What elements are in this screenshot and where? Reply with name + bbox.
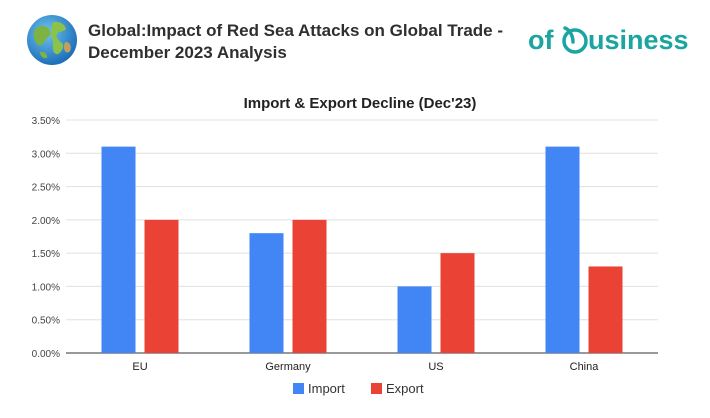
x-tick-label: China: [570, 361, 600, 373]
legend-label-export: Export: [386, 381, 424, 396]
bar-chart: Import & Export Decline (Dec'23) 0.00% 0.…: [32, 95, 658, 396]
bar-import-us: [397, 286, 432, 353]
title-line-2: December 2023 Analysis: [88, 43, 287, 62]
y-tick-label: 3.50%: [32, 116, 60, 127]
globe-icon: [27, 15, 77, 65]
y-tick-label: 1.50%: [32, 249, 60, 260]
y-tick-label: 0.50%: [32, 316, 60, 327]
bar-import-eu: [101, 146, 136, 353]
bar-export-germany: [292, 219, 327, 353]
legend-label-import: Import: [308, 381, 345, 396]
x-tick-label: Germany: [265, 361, 311, 373]
y-tick-label: 2.00%: [32, 216, 60, 227]
company-logo: of usiness: [528, 25, 688, 55]
y-tick-label: 2.50%: [32, 183, 60, 194]
y-tick-label: 1.00%: [32, 282, 60, 293]
header: Global:Impact of Red Sea Attacks on Glob…: [0, 0, 710, 80]
y-tick-label: 0.00%: [32, 349, 60, 360]
bar-import-china: [545, 146, 580, 353]
y-tick-label: 3.00%: [32, 149, 60, 160]
chart-title: Import & Export Decline (Dec'23): [244, 95, 477, 112]
page-title: Global:Impact of Red Sea Attacks on Glob…: [88, 20, 528, 64]
legend-swatch-import: [293, 383, 304, 394]
logo-b-icon: [562, 26, 588, 54]
bar-import-germany: [249, 233, 284, 353]
logo-text-left: of: [528, 25, 554, 55]
x-tick-label: US: [428, 361, 443, 373]
title-line-1: Global:Impact of Red Sea Attacks on Glob…: [88, 21, 504, 40]
bar-export-china: [588, 266, 623, 353]
x-tick-label: EU: [132, 361, 147, 373]
bar-export-eu: [144, 219, 179, 353]
bar-export-us: [440, 253, 475, 353]
logo-text-right: usiness: [588, 25, 688, 55]
legend-swatch-export: [371, 383, 382, 394]
